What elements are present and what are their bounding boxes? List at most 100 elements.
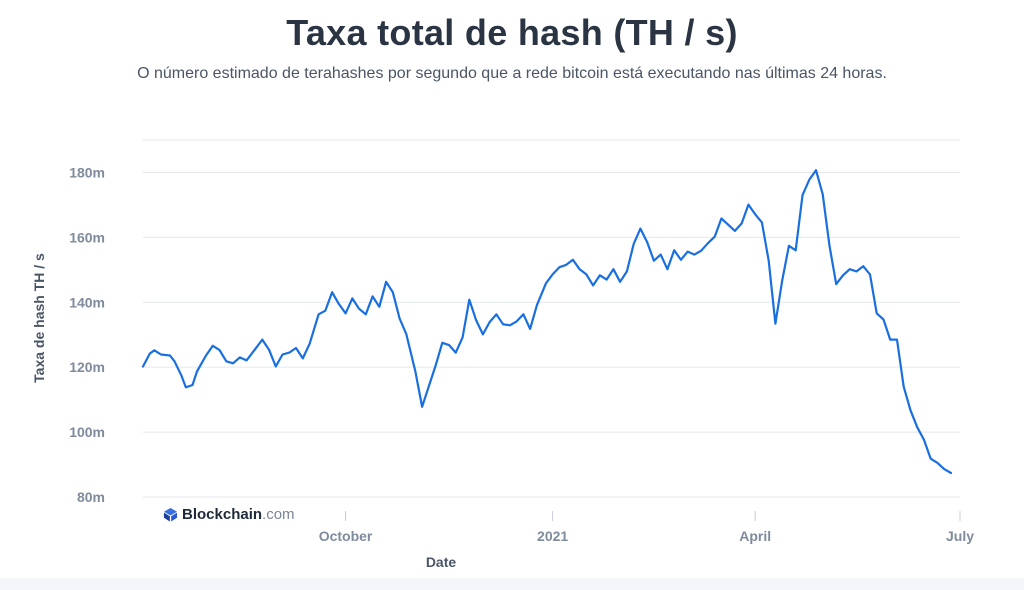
data-point — [428, 385, 430, 388]
data-point — [862, 265, 864, 268]
blockchain-logo-icon — [163, 507, 178, 522]
y-tick-label: 80m — [77, 489, 105, 505]
y-tick-label: 120m — [69, 359, 105, 375]
data-point — [686, 250, 689, 253]
data-point — [794, 249, 797, 252]
data-point — [331, 291, 333, 294]
y-axis-label: Taxa de hash TH / s — [31, 253, 47, 383]
series-group — [141, 169, 953, 475]
data-point — [441, 342, 444, 344]
data-point — [509, 324, 511, 327]
data-point — [720, 217, 723, 220]
data-point — [612, 268, 615, 271]
data-point — [774, 322, 777, 325]
data-point — [365, 313, 367, 316]
y-axis-ticks: 80m 100m 120m 140m 160m 180m — [69, 164, 105, 505]
series-line — [141, 169, 953, 475]
data-point — [468, 298, 471, 301]
data-point — [754, 213, 756, 216]
data-point — [923, 439, 925, 441]
data-point — [605, 278, 608, 281]
data-point — [734, 230, 736, 232]
data-point — [740, 222, 743, 225]
data-point — [666, 268, 669, 271]
data-point — [801, 194, 804, 196]
data-point — [713, 235, 716, 238]
data-point — [632, 243, 635, 245]
data-point — [448, 344, 450, 346]
data-point — [626, 270, 628, 273]
x-axis-ticks: October 2021 April July — [319, 511, 974, 544]
data-point — [943, 468, 945, 470]
data-point — [245, 359, 248, 362]
data-point — [653, 259, 655, 262]
data-point — [896, 338, 898, 341]
data-point — [522, 313, 525, 316]
data-point — [700, 249, 702, 252]
data-point — [268, 348, 270, 351]
data-point — [288, 351, 291, 354]
chart-title: Taxa total de hash (TH / s) — [286, 12, 738, 53]
data-point — [889, 338, 891, 341]
y-tick-label: 180m — [69, 164, 105, 180]
data-point — [302, 357, 304, 360]
data-point — [781, 279, 783, 282]
y-tick-label: 100m — [69, 424, 105, 440]
data-point — [317, 313, 320, 316]
data-point — [869, 273, 871, 276]
data-point — [619, 281, 621, 283]
data-point — [572, 259, 574, 261]
data-point — [767, 259, 770, 262]
data-point — [515, 320, 518, 323]
data-point — [455, 351, 457, 354]
data-point — [673, 249, 675, 252]
data-point — [788, 245, 790, 247]
data-point — [808, 179, 810, 181]
data-point — [848, 268, 851, 271]
data-point — [599, 274, 601, 277]
data-point — [191, 384, 194, 386]
data-point — [495, 313, 498, 316]
data-point — [475, 319, 477, 321]
data-point — [225, 360, 228, 363]
x-tick-label: October — [319, 528, 373, 544]
data-point — [275, 365, 277, 368]
data-point — [378, 306, 381, 308]
data-point — [351, 297, 354, 300]
data-point — [916, 426, 918, 429]
data-point — [882, 318, 885, 321]
data-point — [680, 259, 682, 261]
data-point — [502, 323, 504, 326]
data-point — [371, 295, 374, 298]
data-point — [239, 356, 241, 359]
data-point — [578, 268, 581, 271]
data-point — [308, 343, 311, 345]
data-point — [421, 406, 423, 408]
data-point — [551, 273, 554, 276]
data-point — [160, 353, 162, 356]
data-point — [875, 312, 878, 315]
y-tick-label: 160m — [69, 229, 105, 245]
data-point — [842, 274, 844, 277]
data-point — [821, 193, 824, 195]
data-point — [482, 333, 484, 336]
data-point — [902, 385, 905, 388]
data-point — [358, 308, 360, 310]
data-point — [545, 282, 547, 285]
data-point — [707, 242, 709, 244]
data-point — [815, 169, 817, 171]
blockchain-brand[interactable]: Blockchain .com — [163, 506, 295, 523]
bottom-strip — [0, 578, 1024, 590]
data-point — [646, 241, 648, 243]
data-point — [261, 338, 264, 341]
data-point — [461, 336, 464, 339]
data-point — [398, 317, 401, 320]
data-point — [693, 253, 696, 256]
data-point — [405, 333, 408, 335]
data-point — [488, 321, 491, 323]
data-point — [169, 354, 171, 357]
data-point — [295, 347, 297, 349]
data-point — [232, 362, 234, 365]
chart-subtitle: O número estimado de terahashes por segu… — [137, 65, 887, 82]
data-point — [344, 312, 347, 315]
